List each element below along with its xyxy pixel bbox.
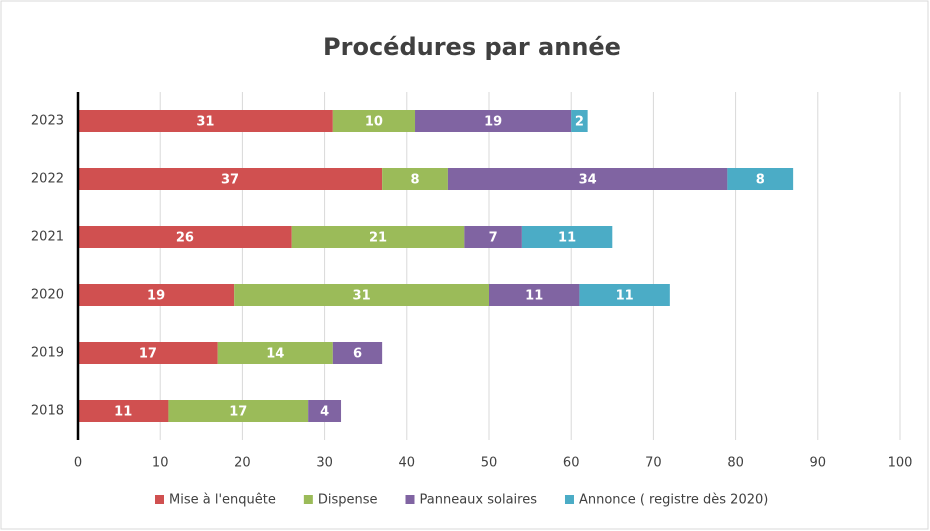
data-label: 11: [525, 289, 543, 304]
bar-segment: [78, 226, 292, 248]
bar-segment: [415, 110, 572, 132]
x-tick-label: 60: [563, 456, 580, 471]
bar-segment: [168, 400, 309, 422]
data-label: 10: [365, 115, 383, 130]
legend-swatch: [405, 495, 415, 504]
data-label: 31: [196, 115, 214, 130]
legend-label: Annonce ( registre dès 2020): [579, 493, 768, 508]
bar-segment: [464, 226, 522, 248]
data-label: 2: [575, 115, 584, 130]
data-label: 6: [353, 347, 362, 362]
data-label: 19: [484, 115, 502, 130]
y-tick-label: 2018: [31, 404, 64, 419]
x-tick-label: 70: [645, 456, 662, 471]
data-label: 26: [176, 231, 194, 246]
x-tick-label: 50: [481, 456, 498, 471]
bar-segment: [571, 110, 588, 132]
bar-segment: [234, 284, 489, 306]
data-label: 17: [229, 405, 247, 420]
y-tick-label: 2022: [31, 172, 64, 187]
x-tick-label: 40: [399, 456, 416, 471]
chart-title: Procédures par année: [323, 33, 621, 61]
legend-swatch: [303, 495, 313, 504]
bar-segment: [332, 110, 416, 132]
bar-segment: [78, 400, 169, 422]
data-label: 19: [147, 289, 165, 304]
data-label: 11: [114, 405, 132, 420]
x-tick-label: 0: [74, 456, 82, 471]
x-tick-label: 100: [888, 456, 913, 471]
legend-label: Mise à l'enquête: [169, 493, 276, 508]
bar-segment: [332, 342, 383, 364]
bar-segment: [291, 226, 465, 248]
x-tick-label: 10: [152, 456, 169, 471]
data-label: 11: [558, 231, 576, 246]
legend-label: Dispense: [318, 493, 378, 508]
data-label: 21: [369, 231, 387, 246]
bar-segment: [78, 284, 235, 306]
bar-segment: [521, 226, 613, 248]
bar-segment: [78, 110, 333, 132]
bar-segment: [727, 168, 794, 190]
x-tick-label: 20: [234, 456, 251, 471]
legend-label: Panneaux solaires: [420, 493, 538, 508]
data-label: 4: [320, 405, 329, 420]
data-label: 11: [616, 289, 634, 304]
bar-segment: [308, 400, 342, 422]
bar-segment: [447, 168, 728, 190]
y-tick-label: 2021: [31, 230, 64, 245]
data-label: 31: [353, 289, 371, 304]
data-label: 8: [756, 173, 765, 188]
data-label: 7: [489, 231, 498, 246]
bar-segment: [382, 168, 448, 190]
y-tick-label: 2020: [31, 288, 64, 303]
data-label: 34: [579, 173, 597, 188]
bar-segment: [217, 342, 333, 364]
x-tick-label: 90: [810, 456, 827, 471]
y-tick-label: 2019: [31, 346, 64, 361]
data-label: 8: [410, 173, 419, 188]
legend-swatch: [155, 495, 164, 504]
legend-swatch: [564, 495, 574, 504]
data-label: 14: [266, 347, 284, 362]
bar-segment: [78, 168, 383, 190]
data-label: 37: [221, 173, 239, 188]
bar-segment: [489, 284, 580, 306]
bar-segment: [78, 342, 218, 364]
x-tick-label: 30: [316, 456, 333, 471]
x-tick-label: 80: [727, 456, 744, 471]
y-tick-label: 2023: [31, 114, 64, 129]
bar-segment: [579, 284, 670, 306]
data-label: 17: [139, 347, 157, 362]
